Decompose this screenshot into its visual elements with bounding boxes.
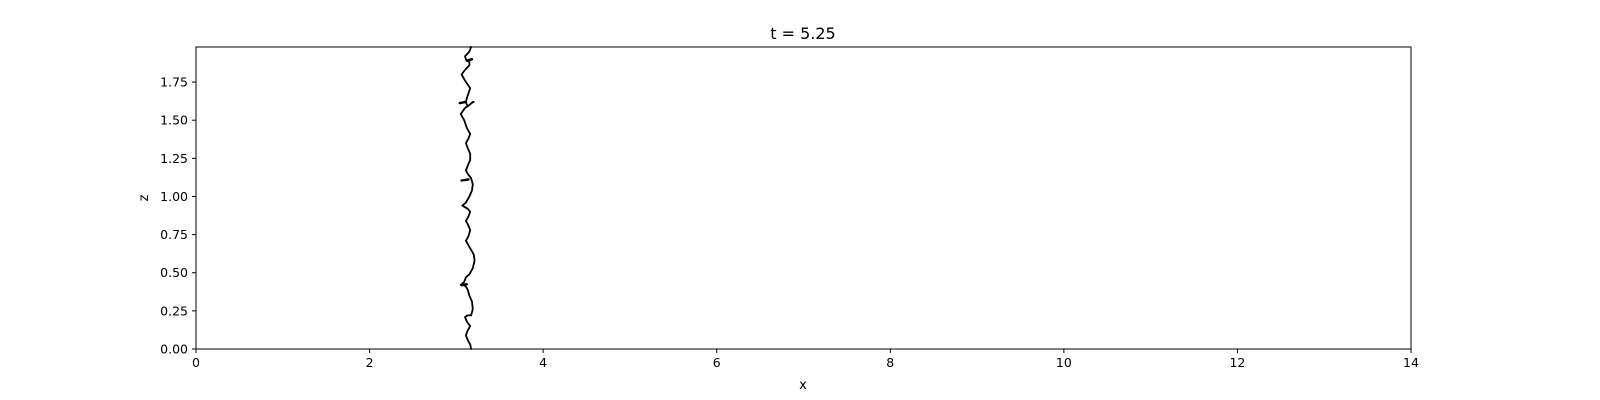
y-tick-label: 0.75 [160, 227, 188, 242]
y-axis: 0.00 0.25 0.50 0.75 1.00 1.25 1.50 1.75 [160, 75, 196, 357]
x-tick-label: 8 [886, 355, 894, 370]
y-axis-label: z [137, 194, 152, 201]
x-tick-label: 4 [539, 355, 547, 370]
x-tick-label: 12 [1229, 355, 1245, 370]
plot-frame [195, 46, 1412, 350]
y-tick-label: 0.25 [160, 303, 188, 318]
contour-line [459, 46, 476, 350]
y-tick-label: 0.50 [160, 265, 188, 280]
contour-fragment [460, 178, 470, 182]
y-tick-label: 1.75 [160, 75, 188, 90]
plot-area [195, 46, 1412, 350]
x-tick-label: 14 [1403, 355, 1419, 370]
x-axis-label: x [799, 378, 807, 393]
x-axis: 0 2 4 6 8 10 12 14 [192, 349, 1419, 370]
x-tick-label: 10 [1056, 355, 1072, 370]
contour-fragment [458, 100, 468, 105]
y-tick-label: 1.00 [160, 189, 188, 204]
y-tick-label: 0.00 [160, 342, 188, 357]
chart-title: t = 5.25 [770, 24, 835, 43]
contour-fragment [465, 58, 474, 62]
x-tick-label: 2 [366, 355, 374, 370]
x-tick-label: 0 [192, 355, 200, 370]
y-tick-label: 1.50 [160, 113, 188, 128]
x-tick-label: 6 [713, 355, 721, 370]
y-tick-label: 1.25 [160, 151, 188, 166]
contour-fragment [460, 283, 468, 287]
series-layer [458, 46, 476, 350]
